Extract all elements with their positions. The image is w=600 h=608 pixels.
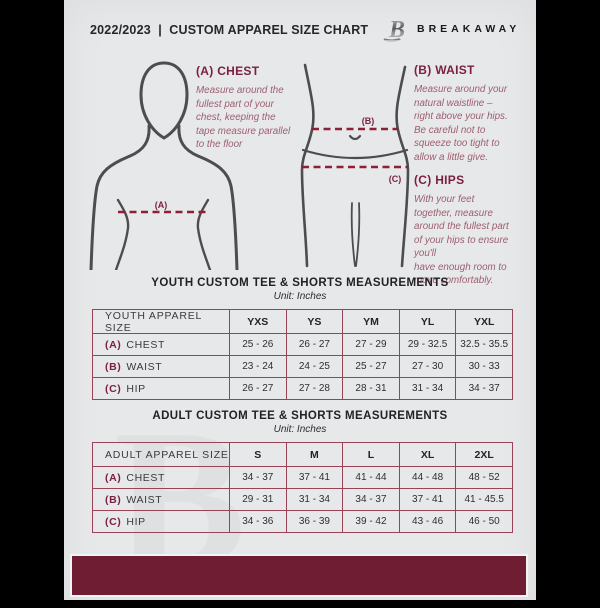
measurement-value-cell: 31 - 34 (285, 489, 343, 510)
table-header-row: ADULT APPAREL SIZE S M L XL 2XL (93, 443, 512, 466)
brand-name: BREAKAWAY (417, 22, 521, 35)
svg-text:B: B (388, 17, 405, 42)
size-column-header: S (229, 443, 286, 466)
measurement-value-cell: 27 - 30 (398, 356, 456, 377)
measurement-value-cell: 24 - 25 (285, 356, 343, 377)
measurement-value-cell: 27 - 29 (342, 334, 399, 355)
size-column-header: YM (342, 310, 399, 334)
size-column-header: YXL (455, 310, 512, 334)
hips-description: With your feet together, measure around … (414, 194, 509, 286)
measurement-value-cell: 37 - 41 (285, 467, 343, 488)
measurement-value-cell: 28 - 31 (342, 378, 399, 399)
adult-size-table: ADULT APPAREL SIZE S M L XL 2XL (A) CHEST 34 - 3… (92, 442, 513, 533)
chest-marker-label: (A) (155, 200, 168, 210)
table-corner-header: YOUTH APPAREL SIZE (105, 310, 202, 334)
measurement-row: (C) HIP 34 - 36 36 - 39 39 - 42 43 - 46 46 - 5… (93, 510, 512, 532)
measurement-value-cell: 27 - 28 (285, 378, 343, 399)
measurement-row-header: (B) WAIST (105, 493, 163, 506)
hips-instructions: (C) HIPS With your feet together, measur… (414, 173, 534, 288)
measurement-row-header: (A) CHEST (105, 471, 165, 484)
breakaway-logo-icon: B (383, 17, 405, 42)
measurement-value-cell: 32.5 - 35.5 (455, 334, 512, 355)
measurement-value-cell: 29 - 31 (229, 489, 286, 510)
chest-description: Measure around the fullest part of your … (196, 85, 291, 150)
measurement-value-cell: 30 - 33 (455, 356, 512, 377)
measure-letter: (C) (105, 515, 122, 528)
measurement-value-cell: 41 - 44 (342, 467, 399, 488)
measurement-row: (B) WAIST 29 - 31 31 - 34 34 - 37 37 - 41 41 -… (93, 488, 512, 510)
measurement-value-cell: 41 - 45.5 (455, 489, 512, 510)
measurement-row-header: (A) CHEST (105, 338, 165, 351)
waist-instructions: (B) WAIST Measure around your natural wa… (414, 63, 534, 164)
measurement-value-cell: 34 - 36 (229, 511, 286, 532)
measurement-value-cell: 26 - 27 (229, 378, 286, 399)
measurement-value-cell: 46 - 50 (455, 511, 512, 532)
measurement-value-cell: 23 - 24 (229, 356, 286, 377)
measurement-row-header: (C) HIP (105, 515, 146, 528)
measurement-value-cell: 36 - 39 (285, 511, 343, 532)
youth-table-unit: Unit: Inches (273, 291, 327, 302)
measurement-value-cell: 29 - 32.5 (398, 334, 456, 355)
size-column-header: YXS (229, 310, 286, 334)
chest-instructions: (A) CHEST Measure around the fullest par… (196, 64, 308, 152)
waist-heading: (B) WAIST (414, 63, 475, 77)
measurement-value-cell: 37 - 41 (398, 489, 456, 510)
size-column-header: YL (398, 310, 456, 334)
brand-logo: B BREAKAWAY (380, 15, 520, 42)
measurement-value-cell: 34 - 37 (342, 489, 399, 510)
chest-measure-figure: (A) (89, 61, 239, 270)
measurement-row: (A) CHEST 25 - 26 26 - 27 27 - 29 29 - 32.5 32… (93, 333, 512, 355)
size-column-header: YS (285, 310, 343, 334)
measurement-value-cell: 34 - 37 (455, 378, 512, 399)
size-column-header: L (342, 443, 399, 466)
measurement-value-cell: 34 - 37 (229, 467, 286, 488)
chest-heading: (A) CHEST (196, 64, 260, 78)
page-title: 2022/2023 | CUSTOM APPAREL SIZE CHART (90, 23, 369, 37)
waist-marker-label: (B) (362, 116, 375, 126)
youth-size-table: YOUTH APPAREL SIZE YXS YS YM YL YXL (A) CHEST 25… (92, 309, 513, 400)
measure-letter: (A) (105, 471, 122, 484)
waist-hips-instructions: (B) WAIST Measure around your natural wa… (414, 63, 534, 288)
youth-table-title: YOUTH CUSTOM TEE & SHORTS MEASUREMENTS (151, 277, 449, 289)
measurement-value-cell: 48 - 52 (455, 467, 512, 488)
size-column-header: 2XL (455, 443, 512, 466)
measurement-value-cell: 31 - 34 (398, 378, 456, 399)
measure-letter: (B) (105, 493, 122, 506)
measure-letter: (B) (105, 360, 122, 373)
measurement-row: (A) CHEST 34 - 37 37 - 41 41 - 44 44 - 48 48 -… (93, 466, 512, 488)
waist-description: Measure around your natural waistline – … (414, 84, 508, 163)
measurement-row-header: (C) HIP (105, 382, 146, 395)
measurement-row: (C) HIP 26 - 27 27 - 28 28 - 31 31 - 34 34 - 3… (93, 377, 512, 399)
size-column-header: M (285, 443, 343, 466)
measure-letter: (A) (105, 338, 122, 351)
waist-hips-measure-figure: (B) (C) (300, 63, 410, 268)
measure-letter: (C) (105, 382, 122, 395)
table-header-row: YOUTH APPAREL SIZE YXS YS YM YL YXL (93, 310, 512, 334)
measurement-value-cell: 44 - 48 (398, 467, 456, 488)
measurement-value-cell: 26 - 27 (285, 334, 343, 355)
adult-table-title: ADULT CUSTOM TEE & SHORTS MEASUREMENTS (152, 410, 448, 422)
measurement-row: (B) WAIST 23 - 24 24 - 25 25 - 27 27 - 30 30 -… (93, 355, 512, 377)
table-corner-header: ADULT APPAREL SIZE (105, 448, 229, 461)
size-column-header: XL (398, 443, 456, 466)
adult-table-unit: Unit: Inches (273, 424, 327, 435)
measurement-row-header: (B) WAIST (105, 360, 163, 373)
measurement-value-cell: 43 - 46 (398, 511, 456, 532)
measurement-value-cell: 25 - 27 (342, 356, 399, 377)
size-chart-page: 2022/2023 | CUSTOM APPAREL SIZE CHART B … (64, 0, 536, 600)
measurement-value-cell: 25 - 26 (229, 334, 286, 355)
hips-marker-label: (C) (389, 174, 402, 184)
hips-heading: (C) HIPS (414, 173, 465, 187)
measurement-value-cell: 39 - 42 (342, 511, 399, 532)
footer-bar (70, 554, 528, 597)
